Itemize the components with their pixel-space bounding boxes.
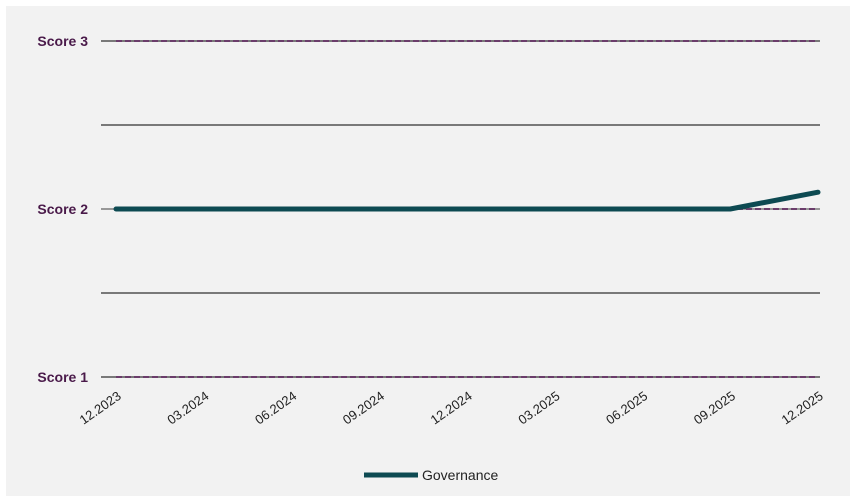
x-tick-label: 12.2024 [428, 388, 475, 427]
x-tick-label: 03.2024 [164, 388, 211, 427]
legend: Governance [364, 467, 498, 483]
y-axis-labels: Score 1 Score 2 Score 3 [37, 33, 88, 385]
x-tick-label: 09.2025 [691, 388, 738, 427]
y-tick-label: Score 3 [37, 33, 88, 49]
x-tick-label: 09.2024 [340, 388, 387, 427]
series-lines [113, 189, 821, 212]
y-tick-label: Score 2 [37, 201, 88, 217]
chart-panel: Score 1 Score 2 Score 3 12.2023 03.2024 06.2… [6, 6, 850, 496]
x-tick-label: 06.2024 [252, 388, 299, 427]
series-line-governance [113, 189, 821, 212]
x-tick-label: 12.2023 [77, 388, 124, 427]
x-axis-labels: 12.2023 03.2024 06.2024 09.2024 12.2024 03.20… [77, 388, 826, 427]
x-tick-label: 12.2025 [779, 388, 826, 427]
x-tick-label: 06.2025 [603, 388, 650, 427]
line-chart: Score 1 Score 2 Score 3 12.2023 03.2024 06.2… [37, 33, 826, 483]
x-tick-label: 03.2025 [515, 388, 562, 427]
legend-label-governance: Governance [422, 467, 498, 483]
y-tick-label: Score 1 [37, 369, 88, 385]
